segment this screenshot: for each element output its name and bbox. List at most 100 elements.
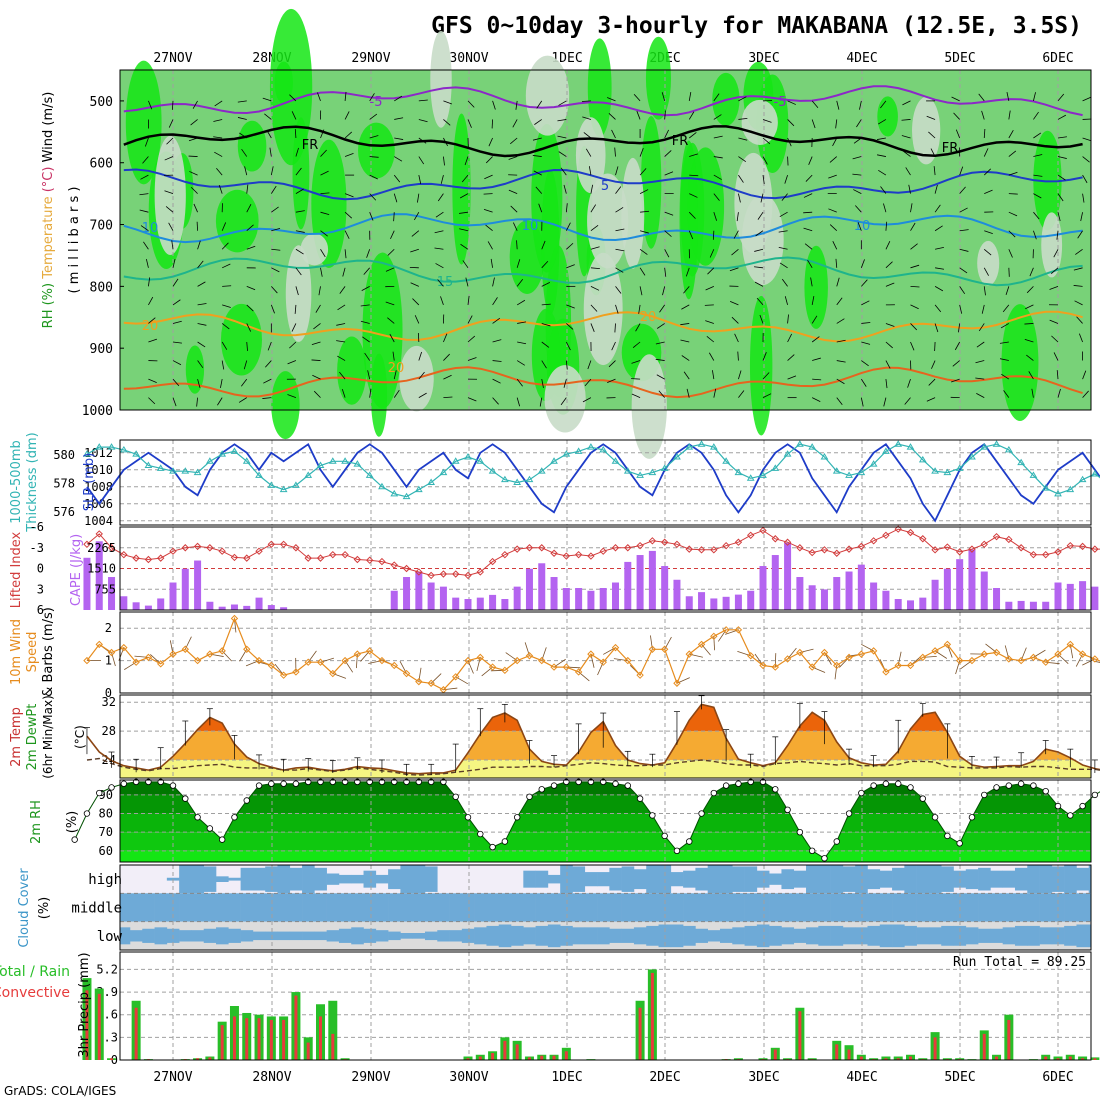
cloud-grid	[172, 865, 1059, 950]
cape-bar	[206, 601, 214, 610]
lifted-index-point	[955, 548, 964, 556]
cloud-cell	[781, 869, 795, 890]
precip-convective-bar	[134, 1007, 138, 1060]
lifted-index-point	[611, 544, 620, 552]
cloud-cell	[424, 893, 438, 922]
thickness-point	[267, 481, 276, 488]
thickness-point	[107, 443, 116, 450]
thickness-point	[513, 478, 522, 485]
cloud-cell	[523, 927, 536, 945]
date-label-bottom: 2DEC	[649, 1070, 680, 1085]
cloud-cell	[191, 930, 205, 942]
lifted-index-point	[980, 540, 988, 548]
wind-speed-point	[169, 650, 177, 658]
isotherm-line	[123, 85, 1083, 117]
temp-tick: 28	[102, 724, 116, 738]
cloud-cell	[511, 893, 524, 922]
cloud-cell	[584, 872, 598, 887]
lifted-index-point	[796, 544, 804, 552]
rh-point	[108, 784, 115, 791]
precip-ylabel: 3hr Precip (mm)	[77, 952, 92, 1057]
li-tick: 6	[37, 603, 44, 617]
precip-convective-bar	[491, 1053, 495, 1060]
cape-bar	[132, 602, 140, 610]
li-tick: 0	[37, 562, 44, 576]
cape-bar	[120, 596, 128, 610]
cloud-cell	[683, 925, 696, 946]
wind-tick: 0	[105, 686, 112, 700]
cloud-cell	[670, 893, 684, 922]
cloud-cell	[719, 893, 733, 922]
wind-speed-point	[759, 661, 767, 670]
thickness-grid	[172, 440, 1059, 525]
thickness-point	[783, 450, 792, 457]
rh-point	[661, 832, 668, 840]
cape-bar	[194, 560, 202, 610]
cloud-cell	[670, 872, 684, 887]
wind-speed-point	[796, 648, 804, 657]
rh-point	[231, 814, 238, 821]
lifted-index-point	[636, 541, 644, 550]
rh-point	[821, 855, 828, 862]
lifted-index-point	[279, 540, 288, 548]
lifted-index-point	[157, 554, 165, 562]
cloud-cell	[1076, 924, 1090, 948]
rh-point	[956, 840, 963, 847]
cape-bar	[1091, 586, 1099, 610]
cloud-cell	[769, 925, 782, 946]
cloud-cell	[1076, 867, 1090, 891]
thickness-point	[968, 453, 976, 460]
thickness-point	[759, 471, 767, 478]
panel-ylabel: 2m DewPt	[25, 704, 40, 771]
slp-line	[86, 442, 1100, 523]
lifted-index-point	[869, 537, 878, 545]
cape-bar	[427, 582, 435, 610]
cape-bar	[661, 566, 669, 610]
cloud-cell	[621, 893, 635, 922]
wind-speed-point	[574, 668, 583, 676]
cloud-cell	[842, 893, 856, 922]
thickness-point	[882, 447, 890, 454]
cape-bar	[550, 577, 558, 610]
wind-speed-point	[157, 660, 165, 668]
panel-ylabel: Thickness (dm)	[25, 432, 40, 532]
cloud-cell	[338, 874, 352, 884]
cloud-cell	[461, 893, 475, 922]
thickness-point	[771, 464, 780, 471]
rh-ylabel-unit: (%)	[65, 811, 80, 834]
lifted-index-point	[390, 561, 398, 569]
thickness-point	[304, 471, 313, 478]
rh-point	[169, 782, 177, 789]
precip-convective-bar	[1081, 1058, 1085, 1060]
wind-speed-point	[255, 656, 263, 665]
cloud-cell	[302, 865, 315, 894]
cloud-cell	[560, 893, 573, 922]
rh-tick: 60	[99, 844, 113, 858]
lifted-index-point	[710, 546, 718, 554]
cloud-cell	[965, 927, 979, 945]
cloud-cell	[892, 893, 905, 922]
date-label-bottom: 6DEC	[1042, 1070, 1073, 1085]
thickness-point	[746, 474, 755, 481]
precip-convective-bar	[995, 1056, 999, 1060]
thickness-point	[1054, 489, 1062, 497]
thickness-point	[1066, 485, 1075, 493]
pressure-tick: 600	[90, 157, 113, 172]
cape-bar	[464, 599, 472, 610]
cloud-cell	[486, 893, 500, 922]
wind-speed-point	[83, 656, 91, 665]
top-date-labels: 27NOV28NOV29NOV30NOV1DEC2DEC3DEC4DEC5DEC…	[153, 51, 1073, 66]
lifted-index-point	[808, 548, 816, 557]
cape-tick: 755	[94, 582, 116, 596]
cloud-cell	[486, 925, 500, 946]
cloud-cell	[314, 867, 327, 891]
date-label-top: 5DEC	[944, 51, 975, 66]
cloud-cell	[1027, 925, 1040, 946]
cloud-cell	[179, 893, 192, 922]
cape-bar	[648, 550, 656, 610]
rh-point	[280, 780, 287, 787]
rh-point	[722, 782, 730, 789]
wind-speed-point	[587, 650, 595, 658]
thickness-point	[648, 468, 657, 476]
cloud-cell	[855, 865, 868, 894]
